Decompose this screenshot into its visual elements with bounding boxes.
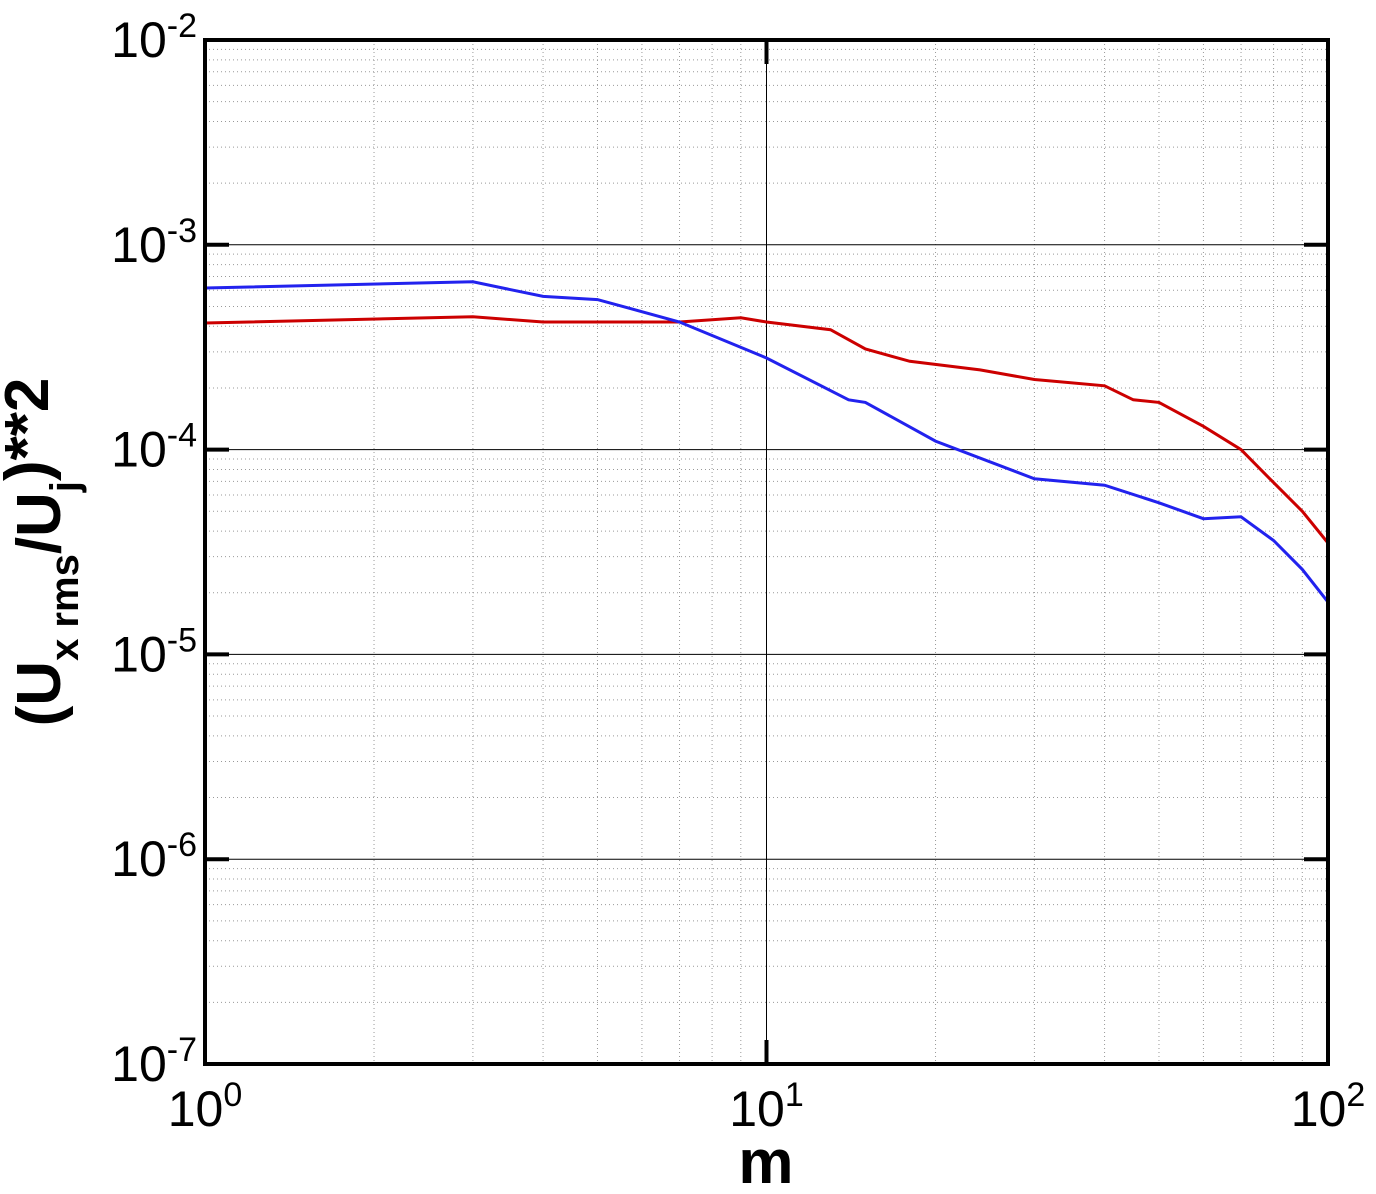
data-line bbox=[204, 280, 1330, 604]
y-tick-label: 10-4 bbox=[111, 417, 197, 478]
y-label-part: (U bbox=[5, 661, 74, 726]
y-tick-label: 10-3 bbox=[111, 212, 197, 273]
y-tick-label: 10-5 bbox=[111, 621, 197, 682]
plot-frame bbox=[203, 38, 1330, 1066]
y-tick-label: 10-6 bbox=[111, 826, 197, 887]
y-label-sub: x rms bbox=[43, 554, 87, 661]
y-tick-label: 10-7 bbox=[111, 1031, 197, 1092]
y-axis-label: (Ux rms/Uj)**2 bbox=[0, 378, 87, 727]
y-label-part: )**2 bbox=[0, 378, 62, 481]
x-axis-label: m bbox=[738, 1128, 793, 1189]
y-label-part: /U bbox=[5, 492, 74, 554]
x-tick-label: 102 bbox=[1291, 1076, 1366, 1137]
y-label-sub: j bbox=[43, 481, 87, 493]
x-tick-label: 100 bbox=[168, 1076, 243, 1137]
x-tick-label: 101 bbox=[729, 1076, 804, 1137]
y-tick-label: 10-2 bbox=[111, 7, 197, 68]
